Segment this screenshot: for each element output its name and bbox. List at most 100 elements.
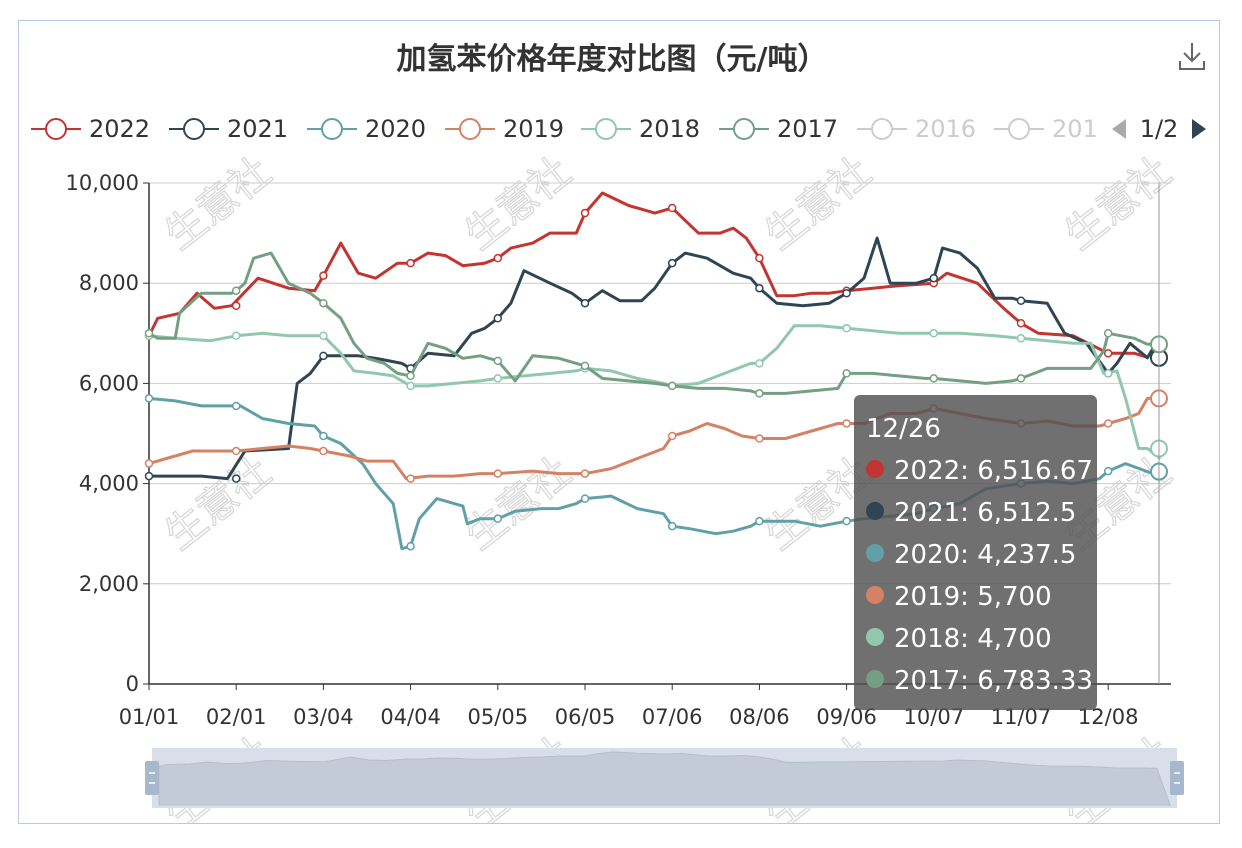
series-marker-2017 — [1016, 374, 1026, 383]
x-tick-label: 04/04 — [380, 705, 441, 729]
series-marker-2021 — [1016, 296, 1026, 305]
series-marker-2021 — [493, 314, 503, 323]
series-marker-2017 — [580, 361, 590, 371]
download-icon[interactable] — [1177, 41, 1207, 71]
x-axis: 01/01 02/01 03/04 04/04 05/05 06/05 07/06 08/06… — [119, 684, 1138, 729]
series-marker-2019 — [755, 434, 764, 443]
tooltip-swatch — [866, 628, 884, 646]
series-marker-2018 — [755, 359, 764, 368]
series-marker-2022 — [667, 203, 677, 213]
series-marker-2022 — [231, 301, 241, 310]
series-marker-2021 — [842, 288, 851, 298]
tooltip-swatch — [866, 544, 884, 562]
legend-item-2018[interactable]: 2018 — [581, 115, 700, 143]
watermark-text: 生意社 — [157, 149, 280, 259]
y-tick-label: 6,000 — [79, 371, 139, 395]
legend-page-indicator: 1/2 — [1140, 115, 1179, 143]
series-marker-2020 — [580, 494, 590, 503]
tooltip-swatch — [866, 670, 884, 688]
y-tick-label: 8,000 — [79, 271, 139, 295]
x-tick-label: 07/06 — [642, 705, 703, 729]
legend-item-2016[interactable]: 2016 — [857, 115, 976, 143]
chart-title: 加氢苯价格年度对比图（元/吨） — [397, 42, 828, 77]
series-line-2021 — [149, 236, 1162, 481]
slider-right-handle[interactable] — [1170, 761, 1184, 795]
series-marker-2017 — [929, 374, 939, 383]
series-marker-2019 — [144, 459, 154, 468]
tooltip-row: 2020: 4,237.5 — [894, 540, 1076, 570]
series-marker-2017 — [842, 369, 851, 378]
tooltip-swatch — [866, 586, 884, 604]
series-marker-2020 — [231, 401, 241, 411]
watermark-text: 生意社 — [157, 449, 280, 559]
legend: 2022 2021 2020 2019 2018 2017 2016 201 — [31, 115, 1098, 143]
slider-preview — [158, 751, 1171, 806]
legend-prev-icon[interactable] — [1112, 119, 1126, 139]
legend-item-201[interactable]: 201 — [994, 115, 1098, 143]
legend-label: 2018 — [639, 115, 700, 143]
legend-item-2019[interactable]: 2019 — [445, 115, 564, 143]
legend-pager: 1/2 — [1112, 115, 1206, 143]
chart-svg: 生意社生意社生意社生意社生意社生意社生意社生意社生意社生意社生意社生意社 加氢苯… — [31, 41, 1207, 823]
legend-label: 201 — [1052, 115, 1098, 143]
legend-item-2017[interactable]: 2017 — [719, 115, 838, 143]
y-tick-label: 4,000 — [79, 472, 139, 496]
series-marker-2018 — [1016, 334, 1026, 343]
legend-label: 2017 — [777, 115, 838, 143]
slider-left-handle[interactable] — [145, 761, 159, 795]
tooltip-row: 2022: 6,516.67 — [894, 456, 1093, 486]
series-marker-2019 — [842, 419, 851, 428]
series-marker-2019 — [231, 446, 241, 456]
series-marker-2021 — [319, 351, 328, 361]
legend-next-icon[interactable] — [1192, 119, 1206, 139]
y-tick-label: 0 — [126, 672, 139, 696]
y-tick-label: 10,000 — [66, 171, 139, 195]
y-axis: 10,000 8,000 6,000 4,000 2,000 0 — [66, 171, 150, 696]
series-marker-2021 — [231, 474, 241, 483]
series-marker-2022 — [319, 271, 328, 280]
watermark-text: 生意社 — [457, 449, 580, 559]
series-marker-2020 — [667, 521, 677, 531]
tooltip-row: 2021: 6,512.5 — [894, 498, 1076, 528]
series-marker-2018 — [842, 324, 851, 333]
tooltip-row: 2019: 5,700 — [894, 582, 1052, 612]
series-marker-2022 — [755, 253, 764, 263]
series-marker-2018 — [493, 374, 503, 383]
legend-label: 2019 — [503, 115, 564, 143]
series-marker-2021 — [755, 283, 764, 293]
series-marker-2019 — [493, 469, 503, 478]
tooltip-date: 12/26 — [866, 414, 941, 444]
series-marker-2017 — [231, 286, 241, 295]
tooltip-swatch — [866, 460, 884, 478]
series-marker-2017 — [493, 356, 503, 366]
y-tick-label: 2,000 — [79, 572, 139, 596]
series-marker-2019 — [406, 474, 415, 483]
series-marker-2020 — [319, 431, 328, 441]
legend-label: 2016 — [915, 115, 976, 143]
x-tick-label: 05/05 — [468, 705, 529, 729]
tooltip: 12/26 2022: 6,516.67 2021: 6,512.5 2020: 4… — [854, 395, 1097, 710]
series-line-2017 — [148, 251, 1161, 395]
series-marker-2018 — [1103, 369, 1113, 378]
tooltip-row: 2018: 4,700 — [894, 624, 1052, 654]
series-marker-2021 — [144, 471, 154, 481]
series-marker-2020 — [493, 514, 503, 523]
legend-item-2020[interactable]: 2020 — [307, 115, 426, 143]
legend-item-2021[interactable]: 2021 — [169, 115, 288, 143]
series-marker-2020 — [144, 394, 154, 403]
series-marker-2018 — [929, 329, 939, 338]
series-marker-2019 — [580, 469, 590, 478]
x-tick-label: 03/04 — [293, 705, 354, 729]
series-marker-2018 — [406, 381, 415, 391]
watermark-text: 生意社 — [457, 149, 580, 259]
tooltip-row: 2017: 6,783.33 — [894, 666, 1093, 696]
series-marker-2017 — [667, 381, 677, 391]
legend-item-2022[interactable]: 2022 — [31, 115, 150, 143]
x-tick-label: 08/06 — [729, 705, 790, 729]
tooltip-swatch — [866, 502, 884, 520]
series-marker-2022 — [1103, 349, 1113, 358]
data-zoom-slider[interactable] — [145, 748, 1184, 808]
x-tick-label: 01/01 — [119, 705, 180, 729]
series-marker-2017 — [144, 329, 154, 338]
x-tick-label: 02/01 — [206, 705, 267, 729]
